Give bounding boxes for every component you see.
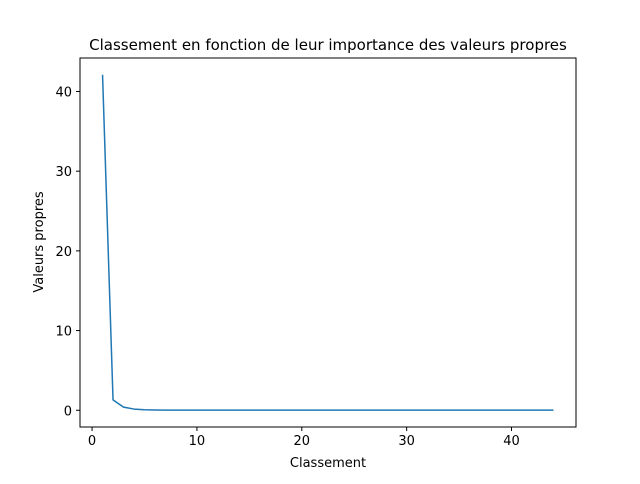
x-tick-label: 40 (503, 434, 520, 449)
x-tick-label: 20 (294, 434, 311, 449)
x-axis-label: Classement (290, 456, 366, 471)
y-tick-label: 20 (55, 245, 72, 260)
x-tick-label: 30 (398, 434, 415, 449)
axes-frame (79, 57, 577, 428)
y-axis-label: Valeurs propres (32, 191, 47, 293)
plot-area (101, 74, 554, 411)
x-tick-label: 0 (88, 434, 96, 449)
y-tick-label: 10 (55, 325, 72, 340)
y-tick-label: 40 (55, 85, 72, 100)
y-tick-label: 30 (55, 165, 72, 180)
y-tick-label: 0 (64, 404, 72, 419)
ticks: 0 10 20 30 40 0 10 20 30 40 (55, 85, 519, 449)
x-tick-label: 10 (189, 434, 206, 449)
chart-title: Classement en fonction de leur importanc… (89, 36, 567, 54)
series-line (101, 74, 554, 411)
